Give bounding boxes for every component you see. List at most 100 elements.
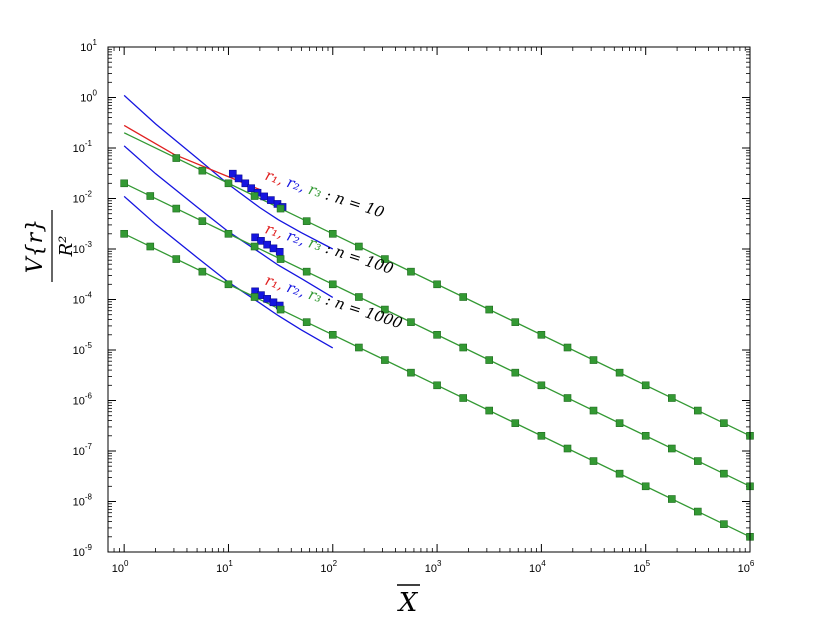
r3-marker (433, 280, 441, 289)
r2-marker (263, 240, 271, 249)
r3-marker (511, 318, 520, 326)
x-axis-title: X (397, 584, 420, 618)
r3-marker (120, 179, 128, 188)
r2-marker (234, 174, 243, 183)
x-tick-label: 101 (216, 559, 233, 575)
series-markers (120, 154, 754, 541)
r3-marker (511, 419, 520, 427)
r3-marker (589, 356, 598, 364)
r2-marker (269, 298, 278, 307)
x-tick-label: 106 (738, 559, 755, 575)
r3-marker (563, 394, 572, 402)
r3-marker (694, 406, 702, 415)
x-axis-label: X (397, 588, 419, 618)
r3-marker (563, 444, 572, 453)
r3-marker (407, 368, 415, 377)
x-tick-label: 102 (320, 559, 337, 575)
r2-marker (247, 184, 255, 192)
y-tick-label: 10-8 (73, 493, 93, 509)
plot-frame (107, 46, 751, 553)
r3-marker (276, 305, 285, 314)
r3-marker (641, 431, 650, 440)
r3-marker (224, 229, 233, 238)
r2-marker (241, 179, 250, 188)
y-tick-label: 10-5 (73, 341, 93, 357)
y-tick-label: 10-1 (73, 139, 93, 155)
r3-marker (407, 267, 415, 276)
series-note-n1000: r₁, r₂, r₃ : n = 1000 (263, 271, 405, 333)
r3-marker (720, 419, 728, 427)
r3-marker (250, 192, 259, 200)
x-tick-labels: 100 101 102 103 104 105 106 (112, 559, 755, 575)
r3-marker (459, 293, 467, 301)
y-axis-numerator: V{r} (23, 219, 48, 273)
r3-marker (328, 330, 337, 339)
r2-marker (260, 192, 268, 201)
r2-marker (267, 196, 275, 204)
y-tick-label: 10-6 (73, 392, 93, 408)
r3-marker (433, 330, 441, 339)
x-tick-label: 104 (529, 559, 546, 575)
r3-marker (224, 280, 233, 289)
r3-marker (172, 204, 181, 213)
r3-marker (485, 406, 493, 415)
r3-marker (224, 179, 233, 188)
r3-marker (485, 356, 493, 364)
r3-marker (407, 318, 415, 326)
r3-marker (381, 356, 389, 364)
y-tick-label: 101 (80, 38, 97, 54)
r3-marker (537, 431, 546, 440)
r3-marker (694, 457, 702, 465)
r3-marker (250, 242, 259, 251)
y-axis-title: V{r} R² (23, 210, 77, 282)
r3-marker (302, 267, 311, 276)
y-axis-denominator: R² (56, 236, 77, 258)
r2-marker (275, 248, 284, 256)
r3-marker (198, 166, 207, 175)
r3-marker (720, 520, 728, 528)
y-tick-labels: 10-910-810-710-610-510-410-310-210-11001… (73, 38, 98, 559)
y-tick-label: 10-9 (73, 543, 93, 559)
r3-marker (198, 217, 207, 225)
r3-marker (589, 457, 598, 465)
r2-line-n100 (123, 145, 334, 298)
x-tick-label: 105 (633, 559, 650, 575)
r3-marker (668, 394, 676, 402)
r3-marker (328, 229, 337, 238)
r2-marker (228, 169, 237, 178)
r2-line-n1000 (123, 195, 334, 349)
r3-marker (302, 217, 311, 225)
r3-marker (302, 318, 311, 326)
series-lines (123, 94, 751, 538)
r3-marker (172, 154, 181, 162)
r3-marker (641, 482, 650, 491)
r3-marker (459, 343, 467, 352)
r2-line-n10 (123, 94, 334, 250)
r3-marker (381, 305, 389, 314)
r3-marker (668, 495, 676, 503)
r3-marker (615, 419, 624, 427)
r3-marker (563, 343, 572, 352)
r3-marker (250, 293, 259, 301)
r3-marker (537, 381, 546, 390)
r3-marker (146, 192, 155, 200)
r3-marker (276, 204, 285, 213)
major-ticks (108, 46, 751, 553)
r3-marker (328, 280, 337, 289)
r3-marker (355, 343, 363, 352)
y-tick-label: 100 (80, 89, 97, 105)
r3-marker (198, 267, 207, 276)
r3-marker (172, 255, 181, 263)
r3-marker (511, 368, 520, 377)
r3-marker (355, 293, 363, 301)
r3-marker (694, 507, 702, 516)
x-tick-label: 100 (112, 559, 129, 575)
r2-marker (269, 244, 278, 253)
r3-marker (433, 381, 441, 390)
r3-marker (615, 368, 624, 377)
r3-marker (615, 469, 624, 478)
y-tick-label: 10-7 (73, 442, 93, 458)
x-tick-label: 103 (425, 559, 442, 575)
r3-marker (459, 394, 467, 402)
r3-marker (720, 469, 728, 478)
